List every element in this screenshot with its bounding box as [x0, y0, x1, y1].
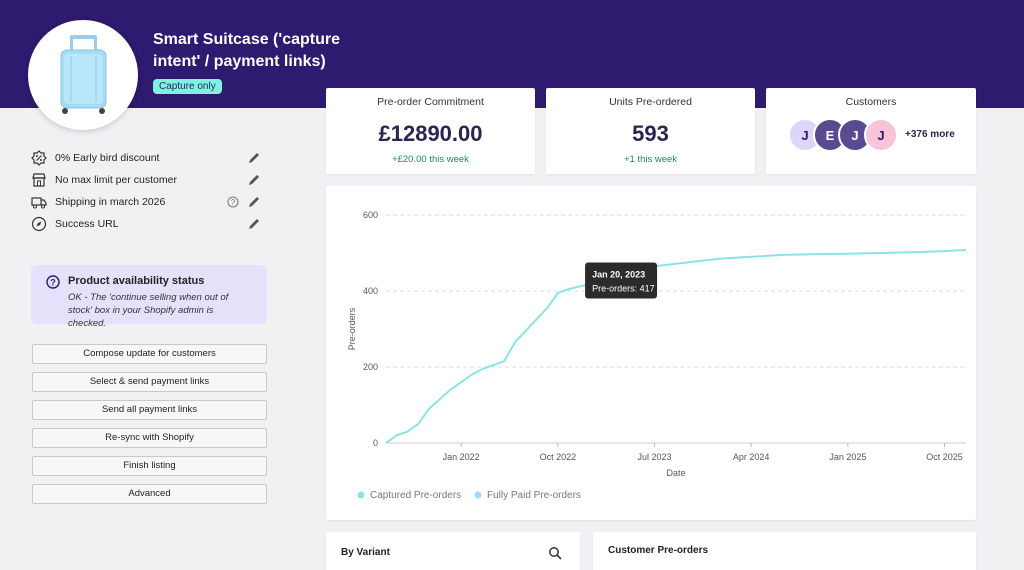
product-image [28, 20, 138, 130]
compass-icon [31, 216, 47, 232]
customer-preorders-card: Customer Pre-orders [593, 532, 976, 570]
y-tick-label: 200 [363, 362, 378, 372]
search-icon[interactable] [548, 546, 562, 560]
pencil-icon[interactable] [247, 173, 261, 187]
legend-label: Captured Pre-orders [370, 490, 461, 501]
tooltip-value: Pre-orders: 417 [592, 284, 655, 294]
capture-mode-badge: Capture only [153, 79, 222, 94]
availability-text: OK - The 'continue selling when out of s… [68, 292, 229, 329]
setting-label: Success URL [55, 218, 119, 230]
select-send-links-button[interactable]: Select & send payment links [32, 372, 267, 392]
y-tick-label: 400 [363, 286, 378, 296]
tooltip-date: Jan 20, 2023 [592, 270, 645, 280]
commitment-card: Pre-order Commitment £12890.00 +£20.00 t… [326, 88, 535, 174]
availability-title: Product availability status [68, 275, 205, 287]
pencil-icon[interactable] [247, 217, 261, 231]
suitcase-icon [60, 35, 107, 114]
setting-discount: 0% Early bird discount [31, 150, 261, 168]
units-value: 593 [632, 121, 669, 146]
percent-badge-icon [31, 150, 47, 166]
advanced-button[interactable]: Advanced [32, 484, 267, 504]
commitment-label: Pre-order Commitment [377, 96, 484, 108]
resync-shopify-button[interactable]: Re-sync with Shopify [32, 428, 267, 448]
by-variant-title: By Variant [341, 547, 390, 558]
legend-label: Fully Paid Pre-orders [487, 490, 581, 501]
setting-label: No max limit per customer [55, 174, 177, 186]
setting-label: 0% Early bird discount [55, 152, 160, 164]
y-tick-label: 600 [363, 210, 378, 220]
commitment-value: £12890.00 [378, 121, 483, 146]
availability-status-box: ? Product availability status OK - The '… [31, 265, 267, 329]
compose-update-button[interactable]: Compose update for customers [32, 344, 267, 364]
x-tick-label: Jul 2023 [638, 452, 672, 462]
setting-label: Shipping in march 2026 [55, 196, 166, 208]
legend-swatch [357, 491, 365, 499]
series-line-captured [385, 249, 967, 444]
setting-shipping: Shipping in march 2026 ? [31, 194, 261, 212]
more-customers-link[interactable]: +376 more [905, 129, 955, 140]
truck-icon [31, 197, 47, 209]
commitment-change: +£20.00 this week [392, 154, 469, 165]
y-tick-label: 0 [373, 438, 378, 448]
preorders-chart-card: 0 200 400 600 Jan 2022 Oct 2022 Jul 2023 Apr 20… [326, 186, 976, 520]
pencil-icon[interactable] [247, 151, 261, 165]
by-variant-card: By Variant [326, 532, 580, 570]
finish-listing-button[interactable]: Finish listing [32, 456, 267, 476]
customer-avatar[interactable]: J [838, 118, 872, 152]
customer-avatar[interactable]: J [864, 118, 898, 152]
customers-card[interactable]: Customers J E J J +376 more [766, 88, 976, 174]
store-icon [32, 173, 46, 187]
y-axis-title: Pre-orders [347, 307, 357, 350]
svg-text:?: ? [50, 278, 56, 288]
x-tick-label: Oct 2025 [926, 452, 963, 462]
svg-text:?: ? [231, 198, 236, 207]
pencil-icon[interactable] [247, 195, 261, 209]
x-tick-label: Jan 2025 [829, 452, 866, 462]
units-change: +1 this week [623, 154, 678, 165]
setting-limit: No max limit per customer [31, 172, 261, 190]
help-icon[interactable]: ? [227, 196, 239, 208]
customers-label: Customers [845, 96, 897, 108]
tooltip-box [585, 262, 658, 299]
product-title: Smart Suitcase ('capture intent' / payme… [153, 31, 340, 70]
x-tick-label: Oct 2022 [540, 452, 577, 462]
customer-preorders-title: Customer Pre-orders [608, 545, 709, 556]
question-circle-icon: ? [46, 275, 60, 289]
legend-swatch [474, 491, 482, 499]
x-axis-title: Date [666, 468, 685, 478]
x-tick-label: Jan 2022 [443, 452, 480, 462]
units-card: Units Pre-ordered 593 +1 this week [546, 88, 755, 174]
preorders-chart: 0 200 400 600 Jan 2022 Oct 2022 Jul 2023 Apr 20… [347, 210, 967, 501]
send-all-links-button[interactable]: Send all payment links [32, 400, 267, 420]
units-label: Units Pre-ordered [609, 96, 692, 108]
x-tick-label: Apr 2024 [733, 452, 770, 462]
setting-success-url: Success URL [31, 216, 261, 234]
